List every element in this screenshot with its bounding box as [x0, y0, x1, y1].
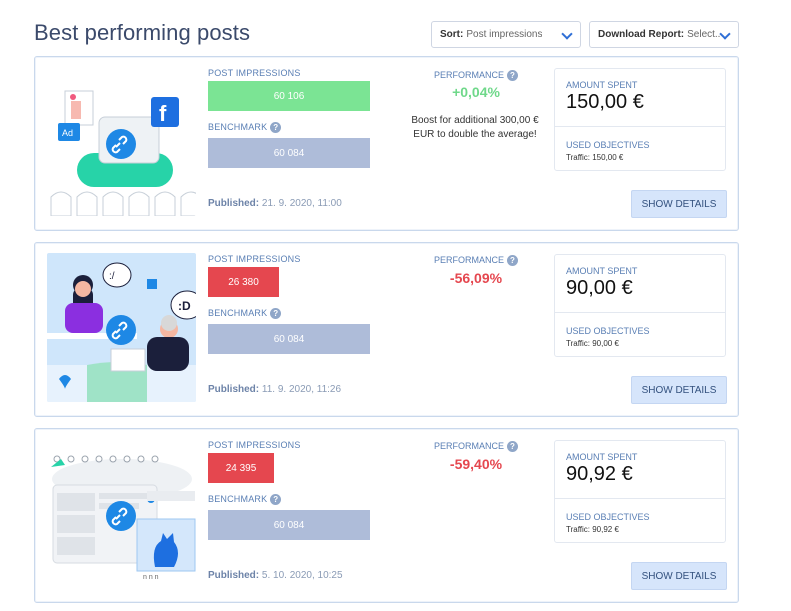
benchmark-label: BENCHMARK?: [208, 122, 282, 134]
show-details-button[interactable]: SHOW DETAILS: [631, 190, 727, 218]
svg-text::/: :/: [109, 271, 115, 282]
performance-value: +0,04%: [452, 84, 500, 100]
post-image-facebook-ad: Ad f: [47, 67, 196, 216]
traffic-value: Traffic: 150,00 €: [566, 153, 624, 162]
post-impressions-value: 26 380: [228, 276, 259, 288]
svg-text:Ad: Ad: [62, 128, 73, 138]
sort-label: Sort:: [440, 29, 464, 40]
help-icon[interactable]: ?: [270, 494, 282, 506]
post-card: n n n POST IMPRESSIONS 24 395 BENCHMARK?…: [34, 428, 739, 603]
used-objectives-label: USED OBJECTIVES: [566, 140, 650, 150]
traffic-value: Traffic: 90,92 €: [566, 525, 619, 534]
benchmark-value: 60 084: [273, 147, 305, 159]
benchmark-value: 60 084: [273, 519, 305, 531]
performance-label-text: PERFORMANCE: [433, 255, 504, 265]
post-card: :/ :D POST IMPRESSIONS 26 380 BENCHMARK?…: [34, 242, 739, 417]
divider: [555, 498, 725, 499]
published-value: 5. 10. 2020, 10:25: [261, 570, 343, 581]
published-date: Published: 11. 9. 2020, 11:26: [208, 384, 341, 395]
post-impressions-bar: 60 106: [208, 81, 370, 111]
download-report-value: Select...: [687, 29, 722, 40]
amount-spent-value: 150,00 €: [566, 91, 644, 113]
help-icon[interactable]: ?: [270, 122, 282, 134]
benchmark-label-text: BENCHMARK: [208, 308, 268, 318]
published-value: 21. 9. 2020, 11:00: [261, 198, 342, 209]
amount-spent-label: AMOUNT SPENT: [566, 452, 638, 462]
benchmark-bar: 60 084: [208, 324, 370, 354]
post-card: Ad f POST IMPRESSIONS 60 106 BENCHMA: [34, 56, 739, 231]
used-objectives-label: USED OBJECTIVES: [566, 512, 650, 522]
published-label: Published:: [208, 570, 260, 581]
help-icon[interactable]: ?: [507, 70, 518, 82]
svg-text:n n n: n n n: [143, 574, 159, 581]
post-impressions-value: 60 106: [273, 90, 305, 102]
help-icon[interactable]: ?: [507, 255, 518, 267]
divider: [555, 126, 725, 127]
published-date: Published: 21. 9. 2020, 11:00: [208, 198, 342, 209]
performance-label: PERFORMANCE?: [421, 441, 531, 453]
published-value: 11. 9. 2020, 11:26: [261, 384, 342, 395]
post-impressions-label: POST IMPRESSIONS: [208, 68, 301, 78]
post-impressions-bar: 26 380: [208, 267, 279, 297]
benchmark-bar: 60 084: [208, 510, 370, 540]
published-label: Published:: [208, 384, 260, 395]
amount-spent-box: AMOUNT SPENT 90,92 € USED OBJECTIVES Tra…: [554, 440, 726, 543]
divider: [555, 312, 725, 313]
benchmark-value: 60 084: [273, 333, 305, 345]
amount-spent-value: 90,92 €: [566, 463, 633, 485]
post-impressions-label: POST IMPRESSIONS: [208, 254, 301, 264]
post-image-chat-people: :/ :D: [47, 253, 196, 402]
svg-text:f: f: [159, 101, 167, 126]
page-title: Best performing posts: [34, 20, 251, 45]
used-objectives-label: USED OBJECTIVES: [566, 326, 650, 336]
download-report-label: Download Report:: [598, 29, 685, 40]
help-icon[interactable]: ?: [507, 441, 518, 453]
amount-spent-box: AMOUNT SPENT 90,00 € USED OBJECTIVES Tra…: [554, 254, 726, 357]
benchmark-label: BENCHMARK?: [208, 308, 282, 320]
show-details-button[interactable]: SHOW DETAILS: [631, 562, 727, 590]
benchmark-label-text: BENCHMARK: [208, 494, 268, 504]
chevron-down-icon: [561, 28, 573, 40]
amount-spent-value: 90,00 €: [566, 277, 633, 299]
sort-value: Post impressions: [466, 29, 543, 40]
published-date: Published: 5. 10. 2020, 10:25: [208, 570, 343, 581]
sort-dropdown[interactable]: Sort: Post impressions: [431, 21, 581, 48]
post-image-calendar-cat: n n n: [47, 439, 196, 588]
benchmark-label-text: BENCHMARK: [208, 122, 268, 132]
post-impressions-bar: 24 395: [208, 453, 274, 483]
amount-spent-label: AMOUNT SPENT: [566, 80, 638, 90]
svg-text::D: :D: [178, 299, 191, 313]
download-report-dropdown[interactable]: Download Report: Select...: [589, 21, 739, 48]
amount-spent-label: AMOUNT SPENT: [566, 266, 638, 276]
benchmark-label: BENCHMARK?: [208, 494, 282, 506]
traffic-value: Traffic: 90,00 €: [566, 339, 619, 348]
performance-value: -56,09%: [449, 270, 503, 286]
show-details-button[interactable]: SHOW DETAILS: [631, 376, 727, 404]
help-icon[interactable]: ?: [270, 308, 282, 320]
benchmark-bar: 60 084: [208, 138, 370, 168]
performance-label: PERFORMANCE?: [421, 70, 531, 82]
performance-label-text: PERFORMANCE: [433, 441, 504, 451]
boost-suggestion: Boost for additional 300,00 € EUR to dou…: [411, 115, 539, 140]
post-impressions-value: 24 395: [225, 462, 257, 474]
performance-value: -59,40%: [449, 456, 503, 472]
post-impressions-label: POST IMPRESSIONS: [208, 440, 301, 450]
published-label: Published:: [208, 198, 260, 209]
amount-spent-box: AMOUNT SPENT 150,00 € USED OBJECTIVES Tr…: [554, 68, 726, 171]
performance-label: PERFORMANCE?: [421, 255, 531, 267]
performance-label-text: PERFORMANCE: [433, 70, 504, 80]
